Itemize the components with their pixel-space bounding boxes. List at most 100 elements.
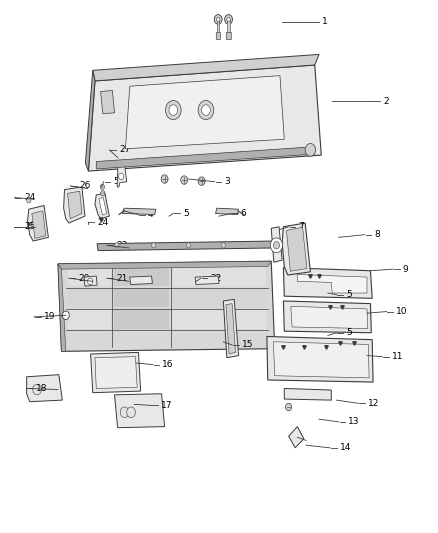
Text: 17: 17 [161,401,173,410]
Polygon shape [226,304,236,354]
Polygon shape [91,352,141,393]
Text: 5: 5 [346,328,352,337]
Polygon shape [67,191,82,219]
Bar [216,31,220,38]
Circle shape [181,176,187,184]
Circle shape [33,384,42,395]
Circle shape [227,17,230,21]
Polygon shape [223,300,239,358]
Circle shape [161,175,168,183]
Text: 23: 23 [116,241,127,250]
Circle shape [221,243,226,248]
Circle shape [27,198,31,203]
Bar [173,288,266,308]
Polygon shape [271,227,282,262]
Bar [67,266,111,286]
Text: 19: 19 [44,312,55,321]
Polygon shape [283,301,371,333]
Circle shape [152,243,156,248]
Circle shape [169,105,178,115]
Polygon shape [215,208,239,215]
Bar [226,31,231,38]
Circle shape [273,241,279,249]
Text: 7: 7 [298,222,304,231]
Bar [173,266,266,286]
Polygon shape [64,187,85,223]
Polygon shape [58,261,271,269]
Bar [173,310,266,328]
Polygon shape [122,208,156,215]
Circle shape [286,403,292,411]
Circle shape [115,243,119,248]
Text: 8: 8 [374,230,380,239]
Circle shape [120,407,129,418]
Circle shape [186,243,191,248]
Text: 9: 9 [403,265,408,273]
Circle shape [198,101,214,119]
Text: 10: 10 [396,307,408,316]
Circle shape [127,407,135,418]
Text: 12: 12 [368,399,379,408]
Text: 18: 18 [36,384,48,393]
Polygon shape [282,223,311,275]
Text: 1: 1 [322,17,328,26]
Polygon shape [27,375,62,402]
Polygon shape [58,261,275,351]
Circle shape [225,14,233,24]
Polygon shape [273,342,369,378]
Polygon shape [297,274,367,293]
Text: 14: 14 [339,443,351,453]
Polygon shape [267,336,373,382]
Circle shape [88,278,93,285]
Polygon shape [117,160,127,187]
Polygon shape [84,276,97,286]
Circle shape [101,191,105,196]
Polygon shape [291,306,368,328]
Bar [67,288,111,308]
Polygon shape [85,70,95,171]
Text: 24: 24 [97,218,108,227]
Text: 20: 20 [78,273,90,282]
Bar [217,20,219,33]
Polygon shape [284,389,331,400]
Polygon shape [283,268,372,298]
Polygon shape [88,65,321,171]
Polygon shape [101,91,115,114]
Circle shape [201,105,210,115]
Polygon shape [58,264,66,351]
Circle shape [214,14,222,24]
Bar [227,20,230,33]
Circle shape [198,177,205,185]
Circle shape [305,143,316,156]
Polygon shape [95,357,137,389]
Bar [114,266,170,286]
Text: 5: 5 [346,290,352,299]
Text: 15: 15 [242,341,253,350]
Polygon shape [96,147,315,169]
Text: 5: 5 [183,209,189,218]
Bar [114,288,170,308]
Text: 25: 25 [24,222,35,231]
Polygon shape [130,276,152,285]
Text: 21: 21 [116,273,127,282]
Text: 27: 27 [119,146,130,155]
Circle shape [216,17,220,21]
Polygon shape [95,193,110,219]
Circle shape [62,311,69,319]
Circle shape [100,184,105,190]
Polygon shape [289,426,304,448]
Polygon shape [195,276,219,285]
Text: 11: 11 [392,352,403,361]
Polygon shape [99,198,107,215]
Text: 4: 4 [148,210,154,219]
Polygon shape [93,54,319,81]
Polygon shape [97,241,275,251]
Circle shape [270,238,283,253]
Polygon shape [28,206,48,241]
Text: 24: 24 [24,193,35,202]
Text: 5: 5 [113,177,119,186]
Bar [114,310,170,328]
Polygon shape [125,76,284,149]
Text: 26: 26 [80,181,91,190]
Circle shape [100,217,103,221]
